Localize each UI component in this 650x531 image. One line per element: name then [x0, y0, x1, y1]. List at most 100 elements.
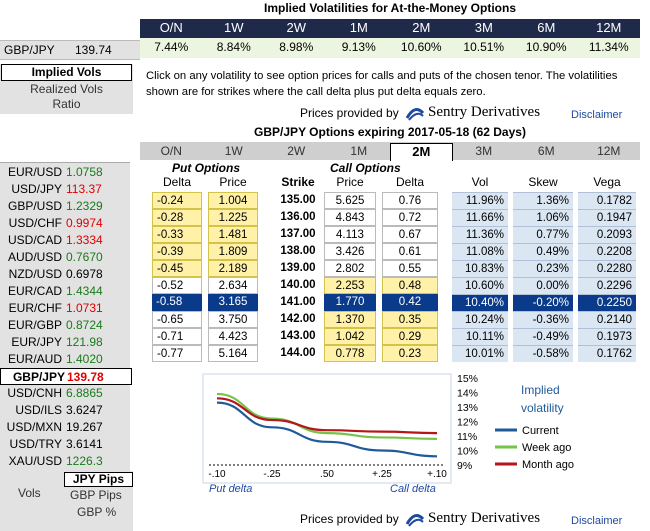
- atm-vol-5[interactable]: 10.51%: [463, 40, 505, 54]
- opt-cd-7[interactable]: 0.35: [382, 311, 438, 328]
- opt-pp-0[interactable]: 1.004: [208, 192, 258, 209]
- opt-vega-5[interactable]: 0.2296: [578, 277, 636, 294]
- pair-row-usd-try[interactable]: USD/TRY 3.6141: [0, 436, 128, 453]
- tab-2w[interactable]: 2W: [287, 144, 306, 158]
- provider-name[interactable]: Sentry Derivatives: [428, 104, 541, 120]
- opt-vega-4[interactable]: 0.2280: [578, 260, 636, 277]
- opt-vol-7[interactable]: 10.24%: [452, 311, 508, 328]
- opt-pd-0[interactable]: -0.24: [152, 192, 202, 209]
- pair-row-gbp-jpy[interactable]: GBP/JPY 139.78: [0, 368, 132, 385]
- opt-skew-4[interactable]: 0.23%: [513, 260, 573, 277]
- opt-skew-2[interactable]: 0.77%: [513, 226, 573, 243]
- pair-row-gbp-usd[interactable]: GBP/USD 1.2329: [0, 198, 128, 215]
- opt-skew-7[interactable]: -0.36%: [513, 311, 573, 328]
- opt-cd-9[interactable]: 0.23: [382, 345, 438, 362]
- opt-skew-5[interactable]: 0.00%: [513, 277, 573, 294]
- opt-cd-5[interactable]: 0.48: [382, 277, 438, 294]
- opt-vega-6[interactable]: 0.2250: [578, 294, 636, 311]
- opt-cd-4[interactable]: 0.55: [382, 260, 438, 277]
- opt-vega-2[interactable]: 0.2093: [578, 226, 636, 243]
- opt-pp-6[interactable]: 3.165: [208, 294, 258, 311]
- pair-row-usd-jpy[interactable]: USD/JPY 113.37: [0, 181, 128, 198]
- opt-vol-9[interactable]: 10.01%: [452, 345, 508, 362]
- opt-cp-7[interactable]: 1.370: [324, 311, 376, 328]
- opt-pp-7[interactable]: 3.750: [208, 311, 258, 328]
- pair-row-eur-gbp[interactable]: EUR/GBP 0.8724: [0, 317, 128, 334]
- opt-cd-0[interactable]: 0.76: [382, 192, 438, 209]
- atm-vol-3[interactable]: 9.13%: [341, 40, 376, 54]
- pair-row-aud-usd[interactable]: AUD/USD 0.7670: [0, 249, 128, 266]
- opt-pd-6[interactable]: -0.58: [152, 294, 202, 311]
- disclaimer-link-bottom[interactable]: Disclaimer: [571, 515, 623, 527]
- menu-ratio[interactable]: Ratio: [52, 97, 81, 111]
- menu-realized-vols[interactable]: Realized Vols: [30, 82, 103, 96]
- opt-vega-7[interactable]: 0.2140: [578, 311, 636, 328]
- pair-row-eur-usd[interactable]: EUR/USD 1.0758: [0, 164, 128, 181]
- opt-vega-0[interactable]: 0.1782: [578, 192, 636, 209]
- opt-pp-3[interactable]: 1.809: [208, 243, 258, 260]
- tab-3m[interactable]: 3M: [475, 144, 493, 158]
- opt-pd-4[interactable]: -0.45: [152, 260, 202, 277]
- opt-cp-1[interactable]: 4.843: [324, 209, 376, 226]
- opt-cd-3[interactable]: 0.61: [382, 243, 438, 260]
- opt-vol-8[interactable]: 10.11%: [452, 328, 508, 345]
- opt-cp-3[interactable]: 3.426: [324, 243, 376, 260]
- opt-pd-5[interactable]: -0.52: [152, 277, 202, 294]
- opt-vol-6[interactable]: 10.40%: [452, 294, 508, 311]
- opt-skew-8[interactable]: -0.49%: [513, 328, 573, 345]
- opt-skew-9[interactable]: -0.58%: [513, 345, 573, 362]
- menu-implied-vols[interactable]: Implied Vols: [1, 64, 132, 81]
- opt-cd-1[interactable]: 0.72: [382, 209, 438, 226]
- opt-cp-4[interactable]: 2.802: [324, 260, 376, 277]
- pair-row-eur-chf[interactable]: EUR/CHF 1.0731: [0, 300, 128, 317]
- opt-cp-9[interactable]: 0.778: [324, 345, 376, 362]
- provider-name-bottom[interactable]: Sentry Derivatives: [428, 510, 541, 526]
- atm-vol-2[interactable]: 8.98%: [279, 40, 314, 54]
- opt-pp-5[interactable]: 2.634: [208, 277, 258, 294]
- pair-row-usd-cad[interactable]: USD/CAD 1.3334: [0, 232, 128, 249]
- pair-row-usd-chf[interactable]: USD/CHF 0.9974: [0, 215, 128, 232]
- pair-row-eur-aud[interactable]: EUR/AUD 1.4020: [0, 351, 128, 368]
- pair-row-xau-usd[interactable]: XAU/USD 1226.3: [0, 453, 128, 470]
- pair-row-nzd-usd[interactable]: NZD/USD 0.6978: [0, 266, 128, 283]
- opt-vol-5[interactable]: 10.60%: [452, 277, 508, 294]
- opt-pd-7[interactable]: -0.65: [152, 311, 202, 328]
- opt-cp-2[interactable]: 4.113: [324, 226, 376, 243]
- opt-pd-3[interactable]: -0.39: [152, 243, 202, 260]
- opt-pd-9[interactable]: -0.77: [152, 345, 202, 362]
- opt-skew-6[interactable]: -0.20%: [513, 294, 573, 311]
- opt-vol-1[interactable]: 11.66%: [452, 209, 508, 226]
- opt-pp-8[interactable]: 4.423: [208, 328, 258, 345]
- opt-vol-0[interactable]: 11.96%: [452, 192, 508, 209]
- opt-pp-2[interactable]: 1.481: [208, 226, 258, 243]
- atm-vol-7[interactable]: 11.34%: [588, 40, 629, 54]
- pair-row-usd-cnh[interactable]: USD/CNH 6.8865: [0, 385, 128, 402]
- opt-vega-8[interactable]: 0.1973: [578, 328, 636, 345]
- atm-vol-0[interactable]: 7.44%: [154, 40, 189, 54]
- opt-pd-2[interactable]: -0.33: [152, 226, 202, 243]
- opt-cp-6[interactable]: 1.770: [324, 294, 376, 311]
- opt-cp-5[interactable]: 2.253: [324, 277, 376, 294]
- tab-1m[interactable]: 1M: [350, 144, 368, 158]
- opt-pp-9[interactable]: 5.164: [208, 345, 258, 362]
- pair-row-eur-cad[interactable]: EUR/CAD 1.4344: [0, 283, 128, 300]
- opt-pd-8[interactable]: -0.71: [152, 328, 202, 345]
- opt-skew-0[interactable]: 1.36%: [513, 192, 573, 209]
- opt-cp-8[interactable]: 1.042: [324, 328, 376, 345]
- pair-row-usd-ils[interactable]: USD/ILS 3.6247: [0, 402, 128, 419]
- opt-skew-3[interactable]: 0.49%: [513, 243, 573, 260]
- opt-vega-3[interactable]: 0.2208: [578, 243, 636, 260]
- opt-skew-1[interactable]: 1.06%: [513, 209, 573, 226]
- pips-vols[interactable]: Vols: [18, 486, 41, 500]
- opt-pd-1[interactable]: -0.28: [152, 209, 202, 226]
- opt-cd-8[interactable]: 0.29: [382, 328, 438, 345]
- opt-vol-3[interactable]: 11.08%: [452, 243, 508, 260]
- opt-pp-4[interactable]: 2.189: [208, 260, 258, 277]
- opt-cd-6[interactable]: 0.42: [382, 294, 438, 311]
- tab-6m[interactable]: 6M: [537, 144, 555, 158]
- opt-pp-1[interactable]: 1.225: [208, 209, 258, 226]
- opt-vega-1[interactable]: 0.1947: [578, 209, 636, 226]
- atm-vol-4[interactable]: 10.60%: [400, 40, 442, 54]
- atm-vol-6[interactable]: 10.90%: [525, 40, 567, 54]
- tab-on[interactable]: O/N: [160, 144, 182, 158]
